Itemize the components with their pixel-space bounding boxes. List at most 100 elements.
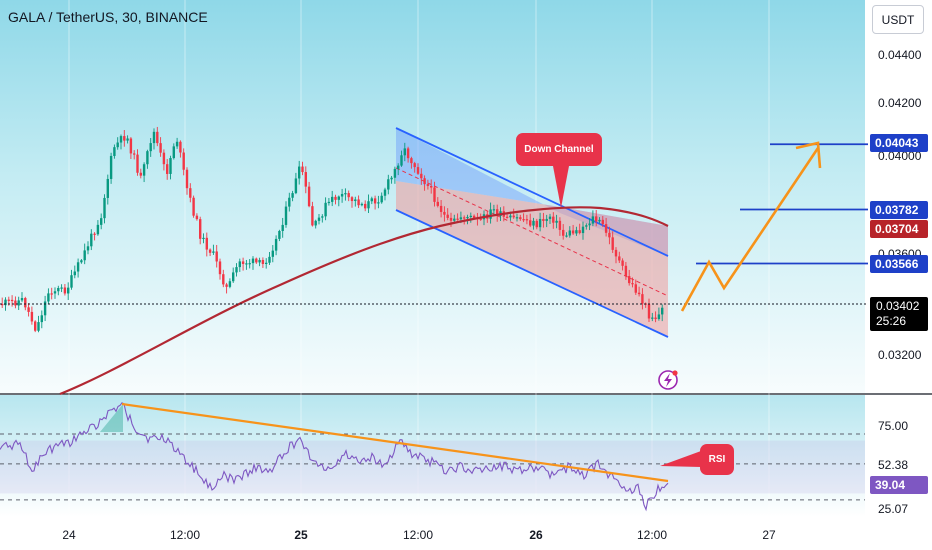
candle [552, 216, 555, 223]
candle [334, 196, 337, 200]
candle [67, 287, 70, 294]
candle [307, 186, 311, 207]
price-tag-target-1: 0.03566 [870, 255, 928, 273]
vertical-gridlines [68, 0, 770, 517]
price-tick-label: 0.04200 [878, 96, 922, 110]
candle [390, 177, 393, 180]
candle [601, 219, 604, 225]
candle [364, 203, 367, 209]
candle [1, 304, 4, 306]
candle [208, 249, 212, 253]
candle [136, 154, 139, 173]
candle [568, 230, 571, 236]
candle [647, 304, 651, 319]
candle [430, 185, 433, 188]
candle [519, 217, 522, 220]
rsi-value-tag: 39.04 [870, 476, 928, 494]
candle [657, 314, 661, 320]
candle [251, 258, 255, 264]
candle [529, 220, 532, 226]
candle [288, 197, 291, 207]
candle [133, 153, 136, 155]
down-channel-label: Down Channel [516, 133, 602, 166]
candle [377, 202, 380, 204]
candle [641, 294, 644, 304]
candle [162, 152, 166, 165]
candle [545, 218, 548, 221]
candle [179, 141, 182, 153]
candle [661, 307, 664, 315]
candle [142, 164, 146, 176]
candle [96, 224, 100, 235]
candle [90, 233, 93, 247]
candle [439, 205, 443, 212]
lightning-icon[interactable] [658, 370, 678, 390]
candle [581, 226, 585, 234]
candle [100, 218, 103, 225]
candle [86, 246, 90, 251]
candle [423, 178, 426, 185]
candle [83, 250, 86, 261]
target-levels [0, 141, 868, 312]
price-tick-label: 0.03200 [878, 348, 922, 362]
candle [337, 196, 340, 200]
candle [446, 214, 449, 218]
candle [397, 165, 400, 169]
candle [7, 299, 10, 301]
candle [189, 188, 192, 198]
candle [373, 198, 377, 204]
candle [565, 235, 568, 237]
candle [113, 147, 116, 156]
candle-countdown: 25:26 [876, 314, 907, 328]
candle [571, 230, 575, 234]
candle [37, 322, 40, 331]
candle [542, 218, 545, 221]
candle [14, 300, 17, 306]
candle [426, 184, 430, 186]
candle [634, 284, 637, 293]
candle [393, 168, 397, 178]
candle [383, 189, 387, 196]
candle [73, 271, 76, 276]
rsi-label: RSI [700, 444, 734, 475]
candle [195, 215, 199, 220]
candle [192, 197, 195, 216]
candle [350, 197, 354, 202]
candle [321, 216, 324, 218]
candle [70, 275, 73, 288]
time-tick-label: 12:00 [402, 528, 434, 542]
candle [215, 251, 218, 262]
channel-lower-line [395, 209, 669, 338]
candle [232, 272, 235, 282]
candle [50, 293, 53, 295]
candle [608, 232, 611, 238]
candle [598, 219, 601, 222]
candle [53, 291, 57, 294]
candle [159, 143, 162, 153]
candle [453, 218, 456, 221]
candle [248, 263, 251, 265]
candle [222, 274, 225, 285]
candle [123, 136, 126, 141]
candle [24, 298, 27, 308]
candle [618, 256, 621, 261]
candle [63, 287, 67, 294]
candle [360, 203, 364, 206]
candle [291, 193, 294, 198]
candle [496, 209, 499, 217]
candle [515, 217, 519, 219]
currency-button[interactable]: USDT [872, 5, 924, 34]
candle [535, 220, 538, 228]
candle [472, 215, 476, 219]
candle [265, 262, 268, 265]
candle [558, 220, 562, 230]
candle [146, 151, 149, 165]
candle [628, 276, 631, 284]
candle [17, 300, 20, 306]
candle [271, 250, 274, 257]
candle [20, 298, 24, 301]
candle [357, 199, 360, 206]
candle [311, 206, 314, 226]
